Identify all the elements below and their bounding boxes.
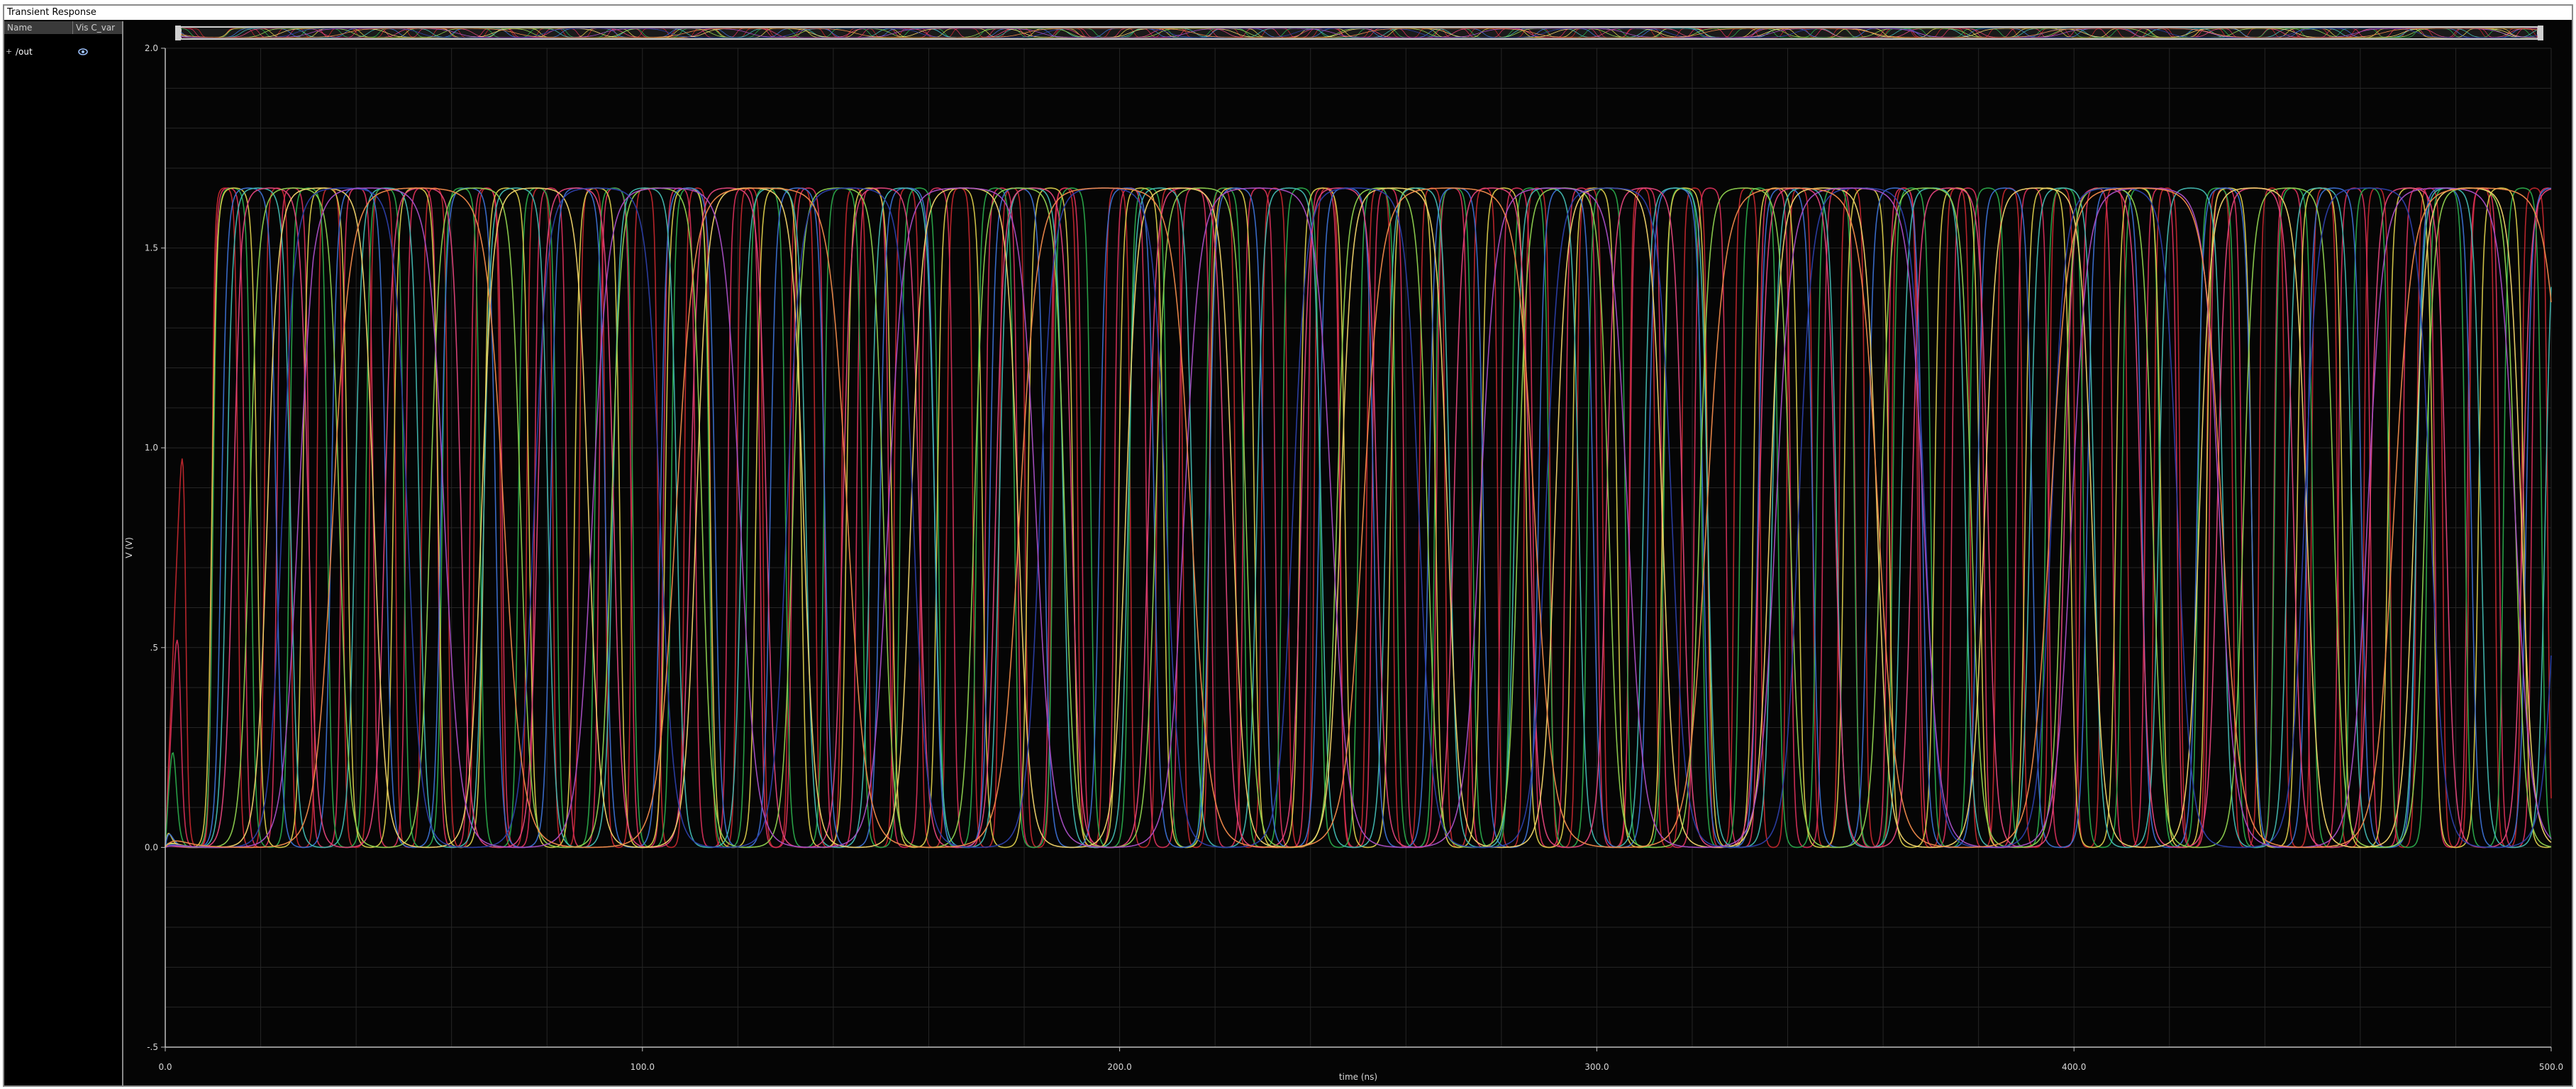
y-tick-label: -.5 [147, 1042, 158, 1052]
window-title: Transient Response [4, 6, 2572, 20]
y-tick-label: 0.0 [145, 842, 158, 852]
signal-browser: Name Vis C_var + /out [4, 21, 123, 1085]
column-vis-header[interactable]: Vis C_var [72, 21, 120, 34]
x-tick-label: 300.0 [1584, 1062, 1609, 1072]
y-tick-label: 1.5 [145, 243, 158, 253]
series-line-10[interactable] [165, 187, 2552, 848]
expand-icon[interactable]: + [6, 47, 13, 56]
x-tick-label: 500.0 [2539, 1062, 2563, 1072]
overview-right-handle[interactable] [2538, 26, 2543, 40]
series-line-1[interactable] [165, 187, 2552, 848]
plot-axes: -.50.0.51.01.52.00.0 100.0 200.0 300.0 400.0… [124, 43, 2563, 1082]
column-name-header[interactable]: Name [7, 23, 33, 33]
series-group [165, 187, 2552, 848]
plot-area[interactable] [125, 21, 2572, 1085]
y-tick-label: 1.0 [145, 443, 158, 453]
x-tick-label: 400.0 [2062, 1062, 2086, 1072]
overview-left-handle[interactable] [175, 26, 181, 40]
y-tick-label: 2.0 [145, 43, 158, 53]
series-line-4[interactable] [165, 187, 2552, 848]
signal-name: /out [16, 47, 33, 57]
overview-strip[interactable] [175, 26, 2543, 40]
overview-series-12 [180, 28, 2538, 38]
x-tick-label: 0.0 [158, 1062, 172, 1072]
x-axis-label: time (ns) [1339, 1072, 1377, 1082]
series-line-7[interactable] [165, 187, 2552, 848]
series-line-8[interactable] [165, 187, 2552, 848]
series-line-6[interactable] [165, 187, 2552, 848]
x-tick-label: 100.0 [631, 1062, 655, 1072]
series-line-9[interactable] [165, 187, 2552, 848]
signal-row-out[interactable]: + /out [4, 45, 122, 58]
y-axis-label: V (V) [124, 537, 134, 558]
series-line-12[interactable] [165, 187, 2552, 848]
x-tick-label: 200.0 [1107, 1062, 1131, 1072]
signal-browser-header: Name Vis C_var [4, 21, 122, 34]
eye-icon[interactable] [78, 48, 88, 56]
y-tick-label: .5 [150, 643, 158, 653]
